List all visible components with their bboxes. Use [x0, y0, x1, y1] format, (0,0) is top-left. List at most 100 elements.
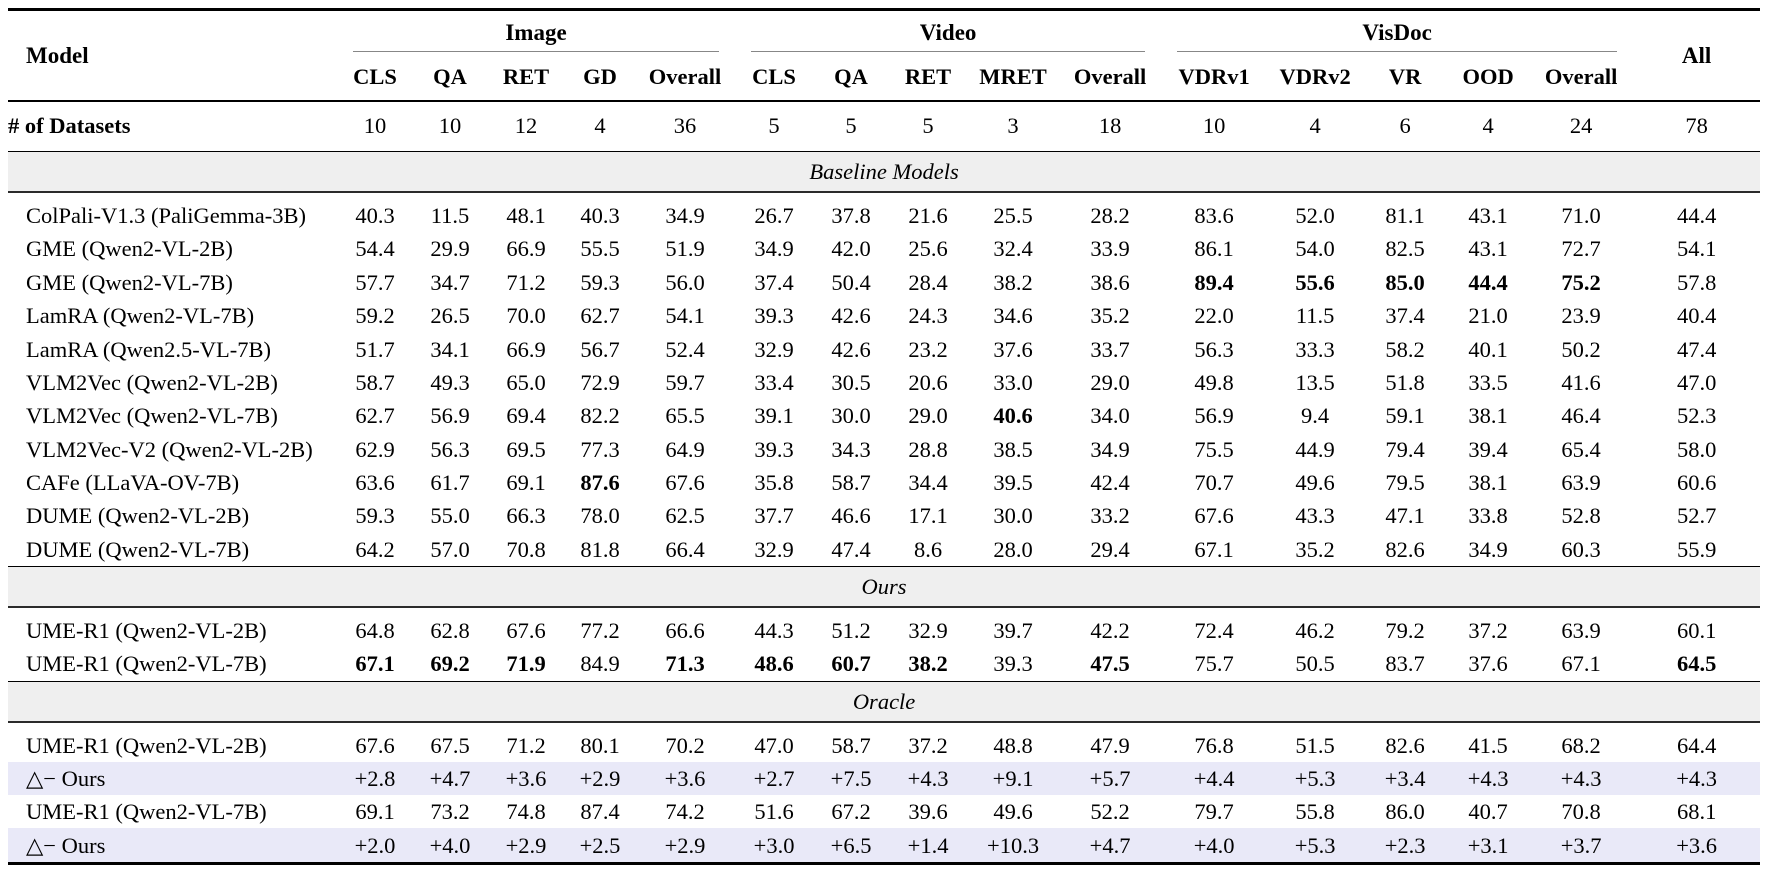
score-cell: 81.1 [1385, 203, 1425, 228]
datasets-count-cell: 3 [1007, 113, 1019, 138]
model-name-cell: LamRA (Qwen2.5-VL-7B) [26, 336, 271, 362]
score-cell: 51.9 [665, 236, 705, 262]
score-cell: 42.4 [1090, 470, 1130, 495]
score-cell: 66.3 [506, 503, 546, 529]
score-cell: 55.6 [1295, 269, 1335, 295]
score-cell: 38.5 [993, 436, 1033, 462]
score-cell: 32.9 [908, 617, 948, 643]
score-cell: 42.2 [1090, 617, 1130, 643]
model-result-row: ColPali-V1.3 (PaliGemma-3B) 40.3 11.5 48.1 4… [8, 192, 1760, 232]
model-name-cell: GME (Qwen2-VL-2B) [26, 236, 233, 262]
score-cell: 69.5 [506, 436, 546, 462]
score-cell: 43.1 [1468, 236, 1508, 262]
score-cell: 37.6 [1468, 651, 1508, 677]
delta-row: △− Ours +2.8 +4.7 +3.6 +2.9 +3.6 +2.7 +7.5 +4.3 +… [8, 761, 1761, 796]
score-cell: 40.3 [580, 203, 620, 228]
score-cell: +2.0 [337, 828, 413, 864]
score-cell: 86.0 [1385, 799, 1425, 825]
score-cell: 32.4 [993, 236, 1033, 262]
score-cell: 82.6 [1385, 536, 1425, 562]
score-cell: 24.3 [908, 303, 948, 329]
score-cell: 34.9 [754, 236, 794, 262]
score-cell: 69.4 [506, 403, 546, 429]
score-cell: 38.1 [1468, 470, 1508, 495]
score-cell: 39.6 [908, 799, 948, 825]
score-cell: 64.4 [1676, 732, 1717, 758]
score-cell: 72.7 [1561, 236, 1601, 262]
score-cell: 70.2 [665, 732, 705, 758]
score-cell: 70.0 [506, 303, 546, 329]
score-cell: 37.6 [993, 336, 1033, 362]
score-cell: 70.8 [506, 536, 546, 562]
score-cell: 26.7 [754, 203, 794, 228]
model-result-row: VLM2Vec (Qwen2-VL-2B) 58.7 49.3 65.0 72.9 59.… [8, 366, 1760, 399]
score-cell: 63.9 [1561, 617, 1601, 643]
col-header-visdoc-vr: VR [1388, 64, 1422, 89]
score-cell: 37.4 [1385, 303, 1425, 329]
score-cell: 28.0 [993, 536, 1033, 562]
score-cell: 25.6 [908, 236, 948, 262]
score-cell: 52.0 [1295, 203, 1335, 228]
score-cell: +3.6 [487, 761, 565, 796]
all-column-header: All [1681, 43, 1712, 68]
score-cell: +4.3 [889, 761, 968, 796]
score-cell: 8.6 [913, 536, 943, 562]
model-result-row: CAFe (LLaVA-OV-7B) 63.6 61.7 69.1 87.6 67.6 35… [8, 466, 1760, 499]
score-cell: +2.9 [635, 828, 736, 864]
score-cell: +4.7 [1059, 828, 1162, 864]
score-cell: 40.1 [1468, 336, 1508, 362]
datasets-count-cell: 4 [1309, 113, 1321, 138]
score-cell: 55.5 [580, 236, 620, 262]
score-cell: 34.7 [430, 269, 470, 295]
score-cell: 44.4 [1676, 203, 1717, 228]
score-cell: 41.6 [1561, 369, 1601, 395]
score-cell: 67.5 [430, 732, 470, 758]
score-cell: 48.8 [993, 732, 1033, 758]
score-cell: 23.2 [908, 336, 948, 362]
score-cell: 70.7 [1194, 470, 1234, 495]
score-cell: 44.3 [754, 617, 794, 643]
score-cell: 67.6 [1194, 503, 1234, 529]
score-cell: 74.2 [665, 799, 705, 825]
score-cell: 75.5 [1194, 436, 1234, 462]
score-cell: 74.8 [506, 799, 546, 825]
score-cell: 83.6 [1194, 203, 1234, 228]
score-cell: 75.7 [1194, 651, 1234, 677]
score-cell: 51.5 [1295, 732, 1335, 758]
score-cell: 13.5 [1295, 369, 1335, 395]
score-cell: +3.6 [635, 761, 736, 796]
score-cell: 64.9 [665, 436, 705, 462]
score-cell: 34.9 [1090, 436, 1130, 462]
score-cell: +2.9 [487, 828, 565, 864]
col-header-image-gd: GD [583, 64, 617, 89]
score-cell: 79.7 [1194, 799, 1234, 825]
score-cell: 59.2 [355, 303, 395, 329]
model-name-cell: CAFe (LLaVA-OV-7B) [26, 470, 240, 495]
score-cell: 67.1 [1561, 651, 1601, 677]
score-cell: 47.4 [1676, 336, 1717, 362]
group-header-image-label: Image [353, 19, 720, 52]
score-cell: 71.0 [1561, 203, 1601, 228]
score-cell: 73.2 [430, 799, 470, 825]
score-cell: 38.6 [1090, 269, 1130, 295]
score-cell: 47.9 [1090, 732, 1130, 758]
score-cell: 34.9 [665, 203, 705, 228]
score-cell: 68.2 [1561, 732, 1601, 758]
score-cell: 60.1 [1676, 617, 1717, 643]
score-cell: +4.0 [1161, 828, 1268, 864]
score-cell: 54.1 [665, 303, 705, 329]
score-cell: +2.9 [565, 761, 635, 796]
score-cell: 56.9 [1194, 403, 1234, 429]
score-cell: 59.7 [665, 369, 705, 395]
score-cell: 47.5 [1090, 651, 1130, 677]
section-title: Ours [8, 565, 1761, 608]
score-cell: 17.1 [908, 503, 948, 529]
score-cell: 57.8 [1676, 269, 1717, 295]
score-cell: 79.4 [1385, 436, 1425, 462]
model-name-cell: DUME (Qwen2-VL-7B) [26, 536, 250, 562]
delta-row-label: △− Ours [8, 828, 337, 864]
score-cell: 30.0 [831, 403, 871, 429]
delta-row: △− Ours +2.0 +4.0 +2.9 +2.5 +2.9 +3.0 +6.5 +1.4 +… [8, 828, 1761, 864]
score-cell: 58.7 [831, 732, 871, 758]
score-cell: 52.7 [1676, 503, 1717, 529]
